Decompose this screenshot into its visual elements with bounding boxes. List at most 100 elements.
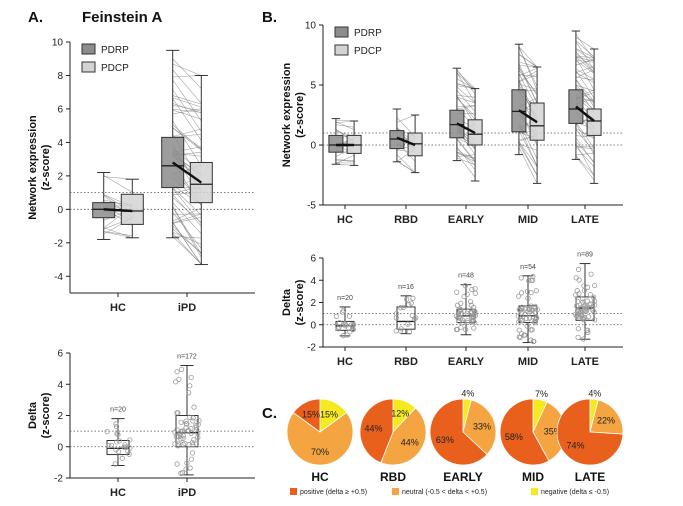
- pie-EARLY-group-label: EARLY: [443, 470, 483, 484]
- a_delta-HC-n-label: n=20: [110, 407, 126, 414]
- pie-LATE-label-positive: 74%: [567, 441, 585, 451]
- b_expr-paired-line: [518, 141, 538, 176]
- b_delta-data-point: [519, 317, 525, 323]
- b_delta-data-point: [467, 299, 474, 305]
- b_delta-data-point: [581, 287, 588, 294]
- a_delta-data-point: [125, 448, 131, 454]
- b_delta-y-label: Delta(z-score): [281, 279, 306, 325]
- b_delta-data-point: [461, 293, 467, 300]
- b_delta-data-point: [347, 329, 353, 335]
- a_delta-data-point: [174, 369, 180, 375]
- b_delta-data-point: [405, 321, 411, 327]
- b_expr-legend-label-pdcp: PDCP: [354, 46, 382, 57]
- b_delta-data-point: [530, 274, 536, 280]
- b_expr-paired-line: [456, 95, 476, 98]
- b_expr-paired-line: [575, 152, 595, 156]
- a_expr-paired-line: [172, 97, 202, 108]
- pie-MID-label-neutral: 35%: [544, 426, 562, 436]
- a_delta-data-point: [127, 437, 133, 443]
- a_expr-paired-line: [172, 63, 202, 76]
- b_delta-HC-n-label: n=20: [337, 295, 353, 302]
- b_expr-legend-swatch-pdrp: [334, 26, 349, 38]
- b_delta-data-point: [584, 284, 591, 290]
- b_expr-paired-line: [575, 146, 595, 150]
- b_expr-paired-line: [456, 139, 476, 163]
- b_delta-data-point: [465, 319, 471, 325]
- b_expr-paired-line: [456, 157, 476, 166]
- b_delta-xtick-label: EARLY: [448, 356, 485, 368]
- b_delta-data-point: [528, 337, 534, 343]
- b_delta-data-point: [397, 328, 404, 334]
- b_expr-paired-line: [518, 47, 538, 87]
- a_expr-ytick-label: 10: [52, 38, 64, 49]
- b_delta-data-point: [456, 318, 462, 324]
- b_expr-paired-line: [518, 73, 538, 83]
- b_delta-data-point: [577, 305, 583, 311]
- b_delta-data-point: [398, 326, 404, 332]
- b_expr-EARLY-mean-line: [456, 122, 476, 135]
- pie-EARLY-slice-positive: [429, 398, 488, 466]
- b_expr-paired-line: [518, 130, 538, 167]
- a_expr-ytick-label: -2: [54, 238, 63, 249]
- b_delta-data-point: [460, 319, 466, 325]
- b_delta-data-point: [580, 295, 586, 302]
- b_delta-data-point: [393, 315, 399, 321]
- b_delta-data-point: [349, 323, 356, 330]
- b_expr-paired-line: [456, 154, 476, 157]
- b_delta-RBD-box: [396, 306, 416, 330]
- b_delta-data-point: [525, 295, 531, 301]
- a_delta-data-point: [114, 439, 120, 445]
- b_expr-paired-line: [456, 78, 476, 89]
- a_expr-legend-label-pdcp: PDCP: [101, 63, 129, 74]
- pie-legend-label-positive: positive (delta ≥ +0.5): [300, 489, 367, 496]
- b_delta-data-point: [408, 300, 414, 306]
- b_delta-xtick-label: RBD: [394, 356, 418, 368]
- a_delta-data-point: [174, 461, 180, 467]
- pie-MID-slice-positive: [499, 398, 550, 466]
- a_delta-y-label-line: Delta: [27, 401, 39, 429]
- b_delta-data-point: [342, 321, 348, 328]
- b_expr-paired-line: [335, 159, 355, 162]
- b_delta-ytick-label: 6: [310, 254, 316, 265]
- a_delta-ytick-label: 6: [57, 349, 63, 360]
- a_expr-xtick-label: HC: [110, 302, 126, 314]
- b_expr-LATE-pdcp-box: [586, 108, 602, 136]
- a_delta-data-point: [112, 461, 118, 467]
- a_expr-paired-line: [172, 95, 202, 105]
- b_delta-data-point: [454, 302, 461, 308]
- b_delta-data-point: [472, 308, 478, 314]
- a_delta-data-point: [114, 431, 120, 437]
- a_delta-data-point: [188, 456, 194, 462]
- b_delta-data-point: [533, 316, 539, 322]
- b_expr-ytick-label: 5: [310, 81, 316, 92]
- a_expr-paired-line: [172, 134, 202, 138]
- a_delta-ytick-label: 4: [57, 380, 63, 391]
- b_expr-paired-line: [518, 54, 538, 68]
- b_delta-data-point: [588, 271, 594, 277]
- b_delta-data-point: [522, 332, 528, 338]
- b_expr-paired-line: [518, 70, 538, 94]
- b_expr-paired-line: [575, 58, 595, 66]
- a_delta-data-point: [180, 435, 186, 441]
- b_delta-data-point: [393, 311, 400, 317]
- a_expr-legend: PDRP PDCP: [81, 43, 129, 74]
- b_expr-legend-label-pdrp: PDRP: [354, 28, 382, 39]
- b_delta-HC-points: [333, 307, 357, 339]
- pie-legend-swatch-positive: [290, 488, 297, 495]
- b_delta-data-point: [413, 315, 419, 321]
- b_delta-data-point: [580, 299, 586, 305]
- b_delta-data-point: [530, 277, 536, 283]
- pie-MID-label-positive: 58%: [505, 432, 523, 442]
- a_delta-y-label: Delta(z-score): [27, 392, 52, 438]
- a_expr-plot: PDRP PDCP: [81, 43, 213, 266]
- b_expr-ytick-label: -5: [307, 201, 316, 212]
- b_expr-xtick-label: MID: [518, 214, 538, 226]
- b_expr-paired-line: [575, 79, 595, 103]
- b_delta-LATE-points: [572, 266, 598, 342]
- pie-LATE-label-neutral: 22%: [597, 415, 615, 425]
- b_delta-data-point: [350, 326, 356, 333]
- b_expr-xtick-label: EARLY: [448, 214, 485, 226]
- a_delta-data-point: [189, 450, 196, 456]
- b_delta-data-point: [516, 327, 522, 333]
